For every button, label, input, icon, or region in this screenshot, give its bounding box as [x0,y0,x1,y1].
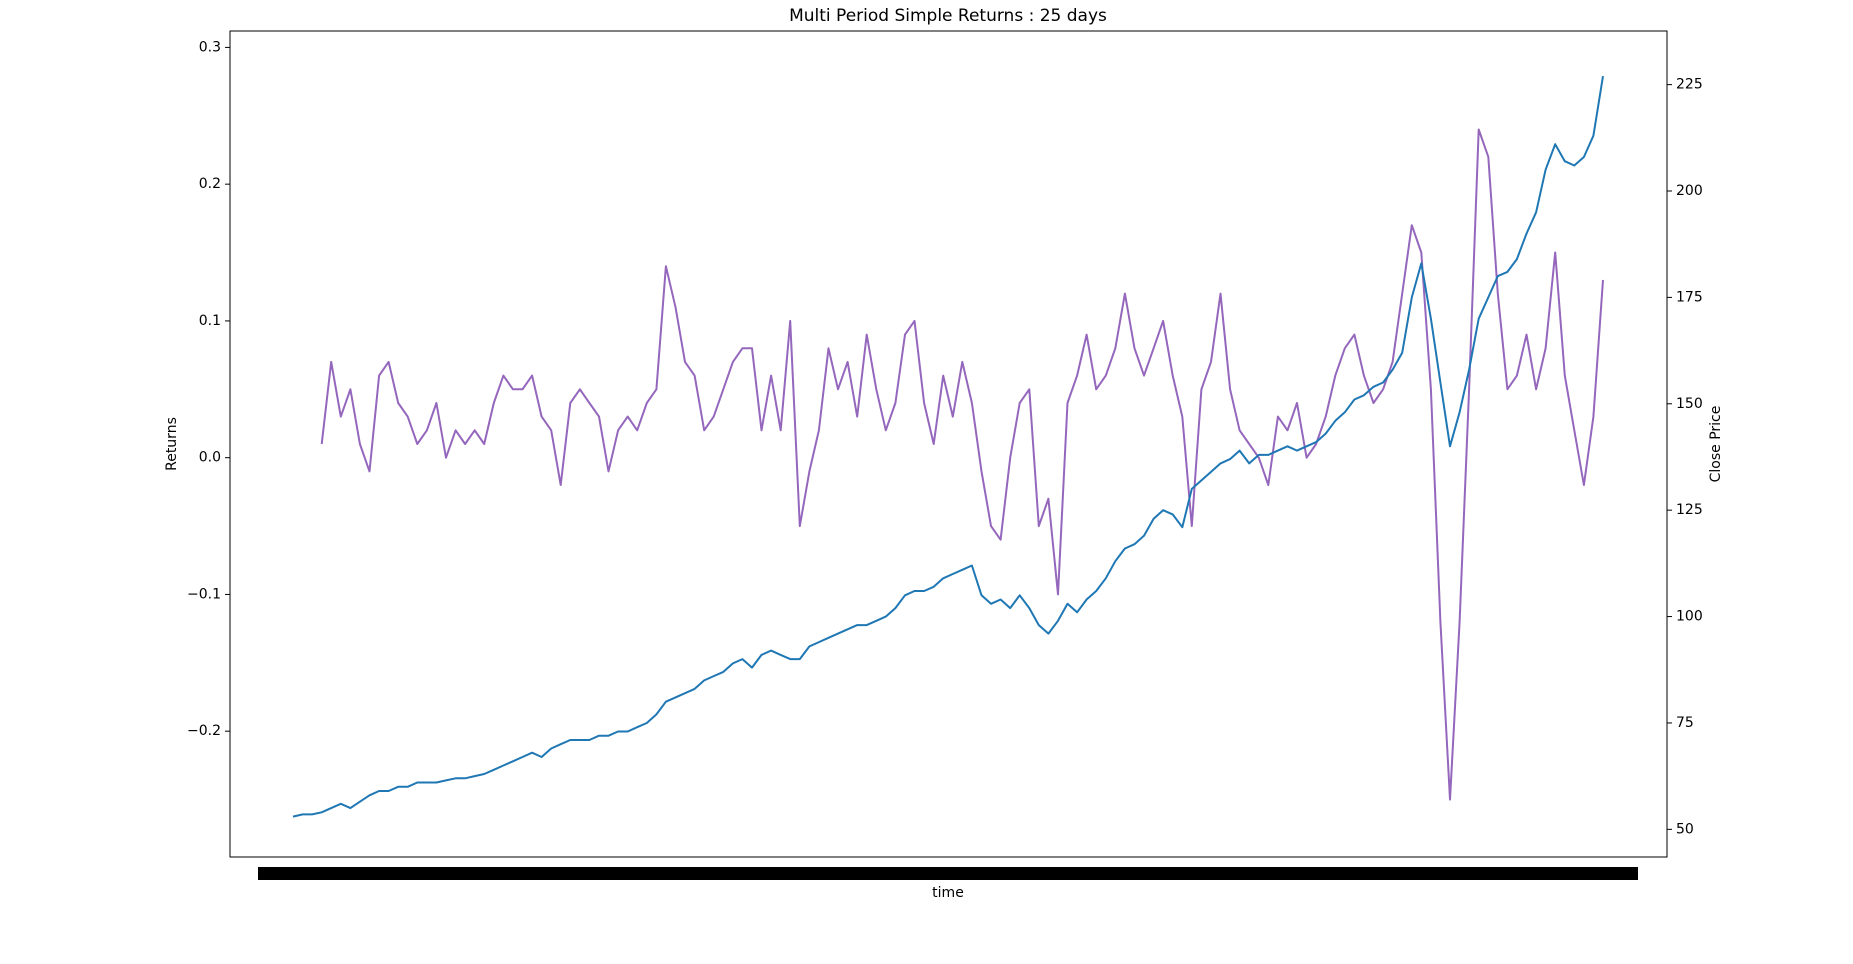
y-tick-label: −0.1 [187,586,221,602]
y2-axis-label: Close Price [1708,406,1724,483]
y-tick-label: 0.3 [199,39,221,55]
x-tick-labels-overlap [258,867,1638,880]
y2-tick-label: 100 [1676,609,1703,625]
y-tick-label: 0.2 [199,176,221,192]
line-series [292,75,1604,818]
y-tick-label: −0.2 [187,723,221,739]
y-tick-label: 0.1 [199,313,221,329]
chart-title: Multi Period Simple Returns : 25 days [789,6,1107,26]
y2-tick-label: 125 [1676,502,1703,518]
y2-tick-label: 150 [1676,396,1703,412]
y2-tick-label: 200 [1676,183,1703,199]
y2-tick-label: 175 [1676,289,1703,305]
line-series [320,128,1604,801]
y2-tick-label: 75 [1676,715,1694,731]
y2-tick-label: 225 [1676,77,1703,93]
x-axis-label: time [932,885,964,901]
plot-frame [229,30,1668,858]
y-axis-label: Returns [164,417,180,471]
y2-tick-label: 50 [1676,821,1694,837]
y-tick-label: 0.0 [199,450,221,466]
